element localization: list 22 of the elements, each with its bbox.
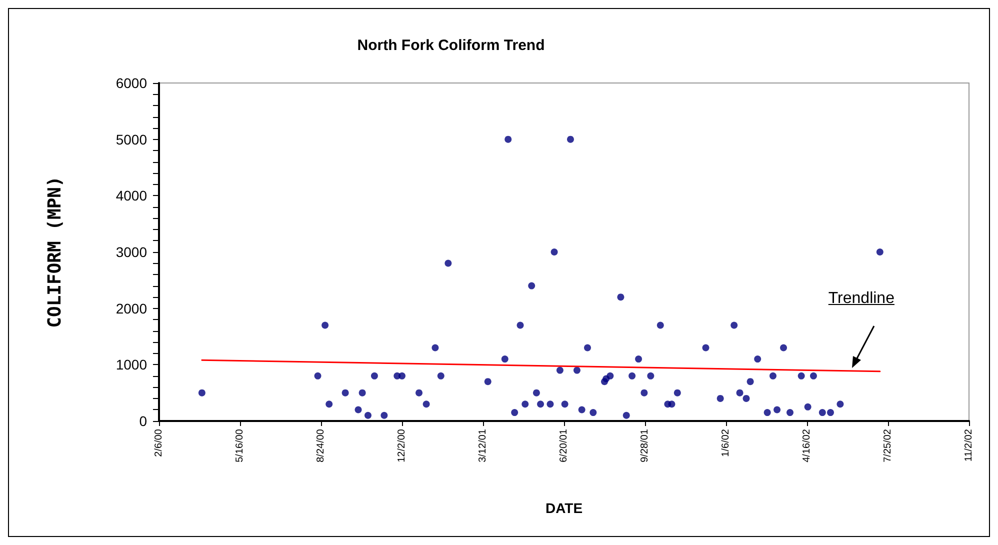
- y-tick-label: 4000: [116, 188, 148, 204]
- x-tick-label: 3/12/01: [478, 428, 488, 462]
- x-tick-label: 6/20/01: [558, 428, 570, 462]
- y-tick-label: 3000: [116, 244, 148, 260]
- y-tick-label: 2000: [116, 300, 148, 316]
- x-axis-title: DATE: [545, 500, 583, 516]
- x-tick-label: 1/6/02: [720, 428, 732, 457]
- x-tick-label: 4/16/02: [802, 428, 812, 462]
- y-tick-label: 5000: [116, 131, 148, 148]
- x-tick-label: 2/6/00: [154, 428, 164, 457]
- y-axis-title: COLIFORM (MPN): [44, 176, 66, 328]
- annotation: Trendline: [828, 290, 894, 308]
- chart-title: North Fork Coliform Trend: [357, 37, 545, 54]
- y-tick-label: 1000: [116, 356, 148, 373]
- x-tick-label: 9/28/01: [640, 428, 650, 462]
- x-tick-label: 12/2/00: [396, 428, 408, 462]
- x-tick-label: 8/24/00: [316, 428, 326, 462]
- x-tick-label: 7/25/02: [882, 428, 894, 462]
- x-tick-label: 5/16/00: [234, 428, 246, 462]
- y-tick-label: 6000: [116, 75, 148, 91]
- x-tick-label: 11/2/02: [964, 428, 974, 462]
- y-tick-label: 0: [139, 413, 148, 429]
